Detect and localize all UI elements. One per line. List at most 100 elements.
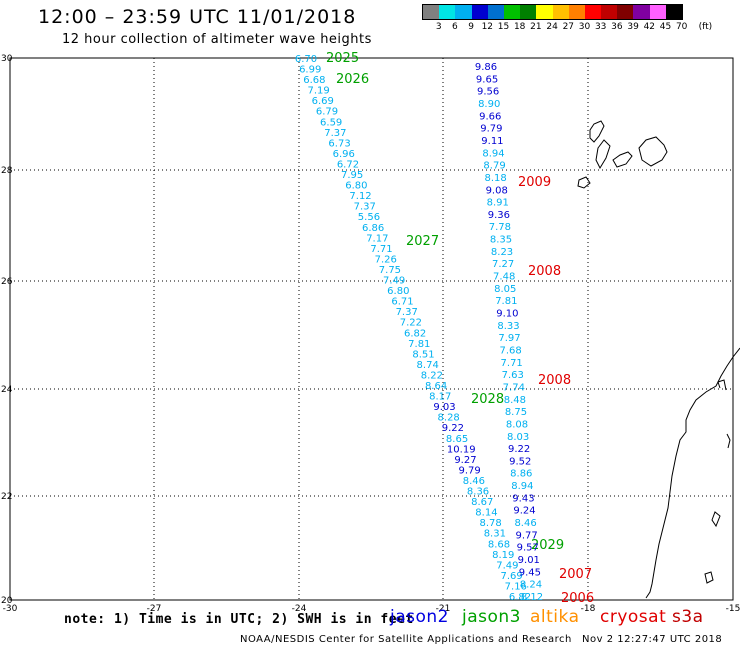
island-lanzarote xyxy=(589,120,605,143)
wave-height-value: 6.80 xyxy=(387,286,409,297)
wave-height-value: 7.22 xyxy=(400,318,422,329)
wave-height-value: 6.80 xyxy=(345,181,367,192)
legend-swatch-4 xyxy=(487,5,504,19)
legend-swatch-6 xyxy=(520,5,537,19)
wave-height-value: 8.36 xyxy=(467,487,489,498)
wave-height-value: 6.59 xyxy=(320,117,342,128)
island-tenerife xyxy=(612,151,633,168)
satellite-label-jason2: jason2 xyxy=(390,607,449,627)
lat-lon-grid: -30 -27 -24 -21 -18 -15 30 28 26 24 22 20 xyxy=(1,54,740,614)
wave-height-value: 8.94 xyxy=(511,481,533,492)
wave-height-value: 8.24 xyxy=(520,580,542,591)
legend-tick-label: 9 xyxy=(468,22,474,32)
legend-swatch-13 xyxy=(633,5,650,19)
wave-height-value: 8.90 xyxy=(478,99,500,110)
lon-tick-label: -18 xyxy=(581,604,596,614)
wave-height-value: 7.81 xyxy=(495,296,517,307)
wave-height-value: 8.74 xyxy=(417,360,439,371)
wave-height-value: 7.48 xyxy=(493,272,515,283)
wave-height-value: 8.91 xyxy=(487,198,509,209)
pass-time-label: 2007 xyxy=(559,567,592,582)
wave-height-value: 7.37 xyxy=(324,128,346,139)
wave-height-value: 8.05 xyxy=(494,284,516,295)
wave-height-value: 7.78 xyxy=(489,222,511,233)
pass-time-label: 2028 xyxy=(471,392,504,407)
satellite-label-altika: altika xyxy=(530,607,580,627)
wave-height-value: 8.03 xyxy=(507,432,529,443)
wave-height-value: 7.74 xyxy=(503,382,525,393)
legend-swatch-5 xyxy=(503,5,521,19)
wave-height-value: 9.01 xyxy=(518,555,540,566)
legend-swatch-11 xyxy=(601,5,618,19)
altimeter-tracks: 6.706.996.687.196.696.796.597.376.736.96… xyxy=(295,51,594,606)
legend-color-bar xyxy=(422,4,683,20)
lon-tick-label: -27 xyxy=(147,604,162,614)
wave-height-value: 9.77 xyxy=(516,530,538,541)
lat-tick-label: 26 xyxy=(1,277,13,287)
wave-height-value: 7.49 xyxy=(383,276,405,287)
wave-height-value: 8.12 xyxy=(521,592,543,603)
wave-height-value: 7.17 xyxy=(366,233,388,244)
legend-tick-label: 39 xyxy=(627,22,639,32)
wave-height-value: 9.56 xyxy=(477,87,499,98)
wave-height-value: 6.71 xyxy=(391,297,413,308)
wave-height-value: 9.79 xyxy=(459,465,481,476)
wave-height-value: 7.37 xyxy=(354,202,376,213)
legend-tick-label: 42 xyxy=(643,22,656,32)
wave-height-value: 8.51 xyxy=(412,349,434,360)
wave-height-value: 8.22 xyxy=(421,370,443,381)
lat-tick-label: 20 xyxy=(1,596,13,606)
satellite-label-s3a: s3a xyxy=(672,607,704,627)
wave-height-value: 6.99 xyxy=(299,65,321,76)
wave-height-value: 8.18 xyxy=(484,173,506,184)
pass-time-label: 2029 xyxy=(531,538,564,553)
wave-height-value: 9.22 xyxy=(442,423,464,434)
lat-tick-label: 28 xyxy=(1,166,13,176)
wave-height-value: 7.75 xyxy=(379,265,401,276)
lat-tick-label: 30 xyxy=(1,54,13,64)
wave-height-value: 6.82 xyxy=(404,328,426,339)
wave-height-value: 8.23 xyxy=(491,247,513,258)
wave-height-value: 7.69 xyxy=(500,571,522,582)
wave-height-value: 6.79 xyxy=(316,107,338,118)
wave-height-value: 8.31 xyxy=(484,529,506,540)
legend-unit: (ft) xyxy=(698,22,713,32)
wave-height-value: 8.48 xyxy=(504,395,526,406)
pass-time-label: 2008 xyxy=(538,373,571,388)
legend-tick-label: 24 xyxy=(546,22,558,32)
lon-tick-label: -30 xyxy=(3,604,18,614)
satellite-label-cryosat: cryosat xyxy=(600,607,667,627)
african-coast xyxy=(645,347,740,599)
wave-height-value: 9.36 xyxy=(488,210,510,221)
wave-height-value: 7.97 xyxy=(498,333,520,344)
wave-height-value: 8.86 xyxy=(510,469,532,480)
wave-height-value: 9.10 xyxy=(496,309,518,320)
legend-tick-label: 70 xyxy=(675,22,688,32)
wave-height-value: 8.35 xyxy=(490,235,512,246)
wave-height-value: 8.64 xyxy=(425,381,447,392)
wave-height-value: 6.96 xyxy=(333,149,355,160)
map-subtitle: 12 hour collection of altimeter wave hei… xyxy=(62,32,372,47)
wave-height-value: 9.11 xyxy=(481,136,503,147)
wave-height-value: 9.79 xyxy=(480,124,502,135)
legend-tick-label: 15 xyxy=(497,22,510,32)
legend-swatch-2 xyxy=(455,5,472,19)
wave-height-value: 7.27 xyxy=(492,259,514,270)
wave-height-value: 9.43 xyxy=(512,493,534,504)
wave-height-value: 5.56 xyxy=(358,212,380,223)
island-gomera xyxy=(577,176,591,189)
wave-height-value: 6.70 xyxy=(295,54,317,65)
legend-swatch-12 xyxy=(617,5,634,19)
legend-tick-label: 6 xyxy=(452,22,458,32)
pass-time-label: 2006 xyxy=(561,591,594,606)
map-title: 12:00 – 23:59 UTC 11/01/2018 xyxy=(38,6,357,28)
coast-inlet xyxy=(726,433,731,449)
satellite-label-jason3: jason3 xyxy=(462,607,521,627)
wave-height-value: 6.82 xyxy=(509,592,531,603)
wave-height-value: 8.94 xyxy=(482,148,504,159)
legend-swatch-9 xyxy=(568,5,585,19)
legend-tick-label: 27 xyxy=(562,22,575,32)
wave-height-value: 7.95 xyxy=(341,170,363,181)
wave-height-value: 8.79 xyxy=(483,161,505,172)
legend-tick-label: 36 xyxy=(611,22,623,32)
